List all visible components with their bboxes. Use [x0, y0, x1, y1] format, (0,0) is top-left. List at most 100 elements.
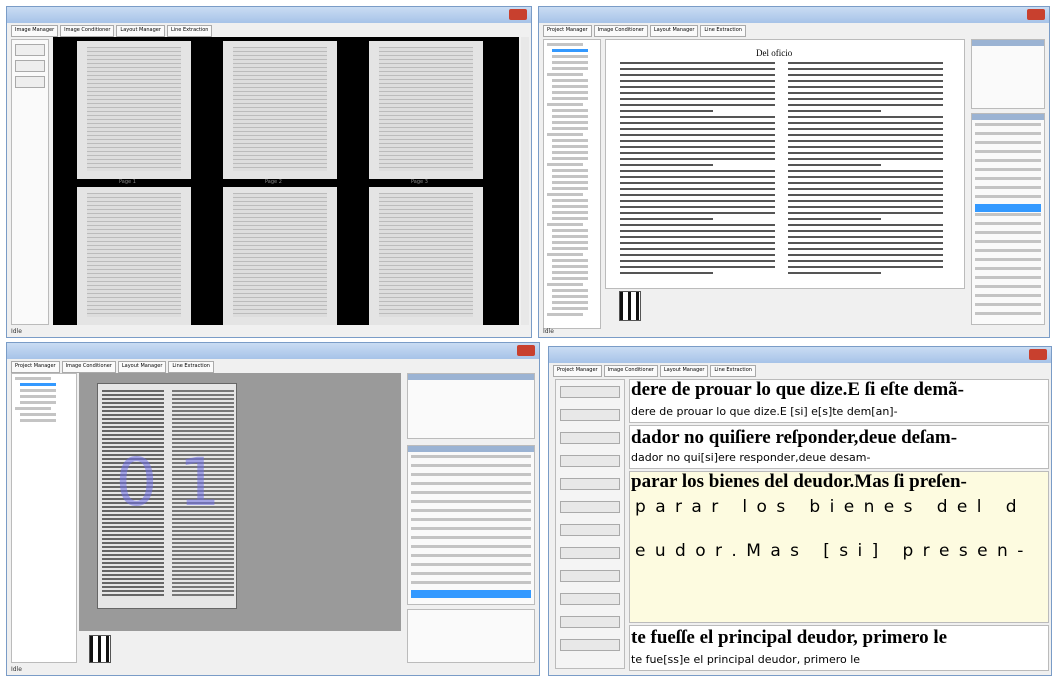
- tree-item[interactable]: [20, 413, 56, 416]
- tree-item[interactable]: [552, 109, 588, 112]
- tree-item[interactable]: [552, 241, 588, 244]
- tree-item[interactable]: [552, 199, 588, 202]
- list-item[interactable]: [975, 258, 1041, 261]
- tree-item[interactable]: [552, 67, 588, 70]
- tree-item[interactable]: [552, 145, 588, 148]
- tree-item[interactable]: [20, 395, 56, 398]
- tree-item[interactable]: [15, 377, 51, 380]
- list-item[interactable]: [975, 303, 1041, 306]
- list-item[interactable]: [411, 563, 531, 566]
- tree-item[interactable]: [552, 277, 588, 280]
- thumbnail[interactable]: [619, 291, 641, 321]
- button[interactable]: [560, 570, 620, 582]
- tree-item[interactable]: [547, 163, 583, 166]
- tab[interactable]: Layout Manager: [649, 25, 699, 37]
- tree-item[interactable]: [552, 175, 588, 178]
- tab[interactable]: Layout Manager: [117, 361, 167, 373]
- tab[interactable]: Image Conditioner: [60, 25, 115, 37]
- button[interactable]: [560, 409, 620, 421]
- thumbnail[interactable]: [89, 635, 111, 663]
- tree-item[interactable]: [547, 103, 583, 106]
- list-item[interactable]: [411, 473, 531, 476]
- tree-item[interactable]: [552, 271, 588, 274]
- list-item[interactable]: [411, 482, 531, 485]
- list-item[interactable]: [411, 464, 531, 467]
- close-button[interactable]: [509, 9, 527, 20]
- tree-item[interactable]: [552, 301, 588, 304]
- close-button[interactable]: [517, 345, 535, 356]
- list-item[interactable]: [975, 132, 1041, 135]
- tree-item[interactable]: [552, 289, 588, 292]
- tab[interactable]: Line Extraction: [166, 25, 213, 37]
- list-item[interactable]: [975, 249, 1041, 252]
- tree-item[interactable]: [552, 55, 588, 58]
- tab[interactable]: Project Manager: [543, 25, 592, 37]
- tab[interactable]: Image Conditioner: [61, 361, 116, 373]
- list-item[interactable]: [411, 455, 531, 458]
- list-item[interactable]: [411, 545, 531, 548]
- close-button[interactable]: [1029, 349, 1047, 360]
- tree-item[interactable]: [552, 181, 588, 184]
- tree-item[interactable]: [552, 259, 588, 262]
- transcription-line[interactable]: dere de prouar lo que dize.E [si] e[s]te…: [631, 405, 898, 418]
- tree-item[interactable]: [552, 115, 588, 118]
- tree-item[interactable]: [552, 49, 588, 52]
- list-item[interactable]: [411, 554, 531, 557]
- tree-view[interactable]: [543, 39, 601, 329]
- tree-view[interactable]: [11, 373, 77, 663]
- list-item[interactable]: [411, 518, 531, 521]
- list-item[interactable]: [975, 294, 1041, 297]
- button[interactable]: [560, 616, 620, 628]
- tree-item[interactable]: [547, 73, 583, 76]
- list-item[interactable]: [975, 177, 1041, 180]
- list-item[interactable]: [411, 581, 531, 584]
- tree-item[interactable]: [552, 79, 588, 82]
- tab[interactable]: Line Extraction: [700, 25, 746, 37]
- button[interactable]: [560, 639, 620, 651]
- tree-item[interactable]: [552, 139, 588, 142]
- tree-item[interactable]: [552, 217, 588, 220]
- tab[interactable]: Line Extraction: [168, 361, 214, 373]
- tree-item[interactable]: [552, 265, 588, 268]
- list-item[interactable]: [411, 536, 531, 539]
- tree-item[interactable]: [552, 157, 588, 160]
- scrollbar[interactable]: [521, 37, 529, 325]
- list-item[interactable]: [975, 276, 1041, 279]
- list-item[interactable]: [975, 231, 1041, 234]
- tree-item[interactable]: [552, 247, 588, 250]
- tree-item[interactable]: [20, 383, 56, 386]
- tab[interactable]: Image Conditioner: [603, 365, 658, 377]
- list-item[interactable]: [975, 195, 1041, 198]
- list-item[interactable]: [411, 509, 531, 512]
- tab[interactable]: Image Manager: [11, 25, 59, 37]
- tab[interactable]: Project Manager: [11, 361, 60, 373]
- tree-item[interactable]: [547, 193, 583, 196]
- button[interactable]: [15, 60, 45, 72]
- tab[interactable]: Layout Manager: [659, 365, 709, 377]
- transcription-line[interactable]: dador no qui[si]ere responder,deue desam…: [631, 451, 871, 464]
- button[interactable]: [560, 593, 620, 605]
- list-item[interactable]: [975, 213, 1041, 216]
- list-item[interactable]: [975, 222, 1041, 225]
- button[interactable]: [15, 76, 45, 88]
- list-item[interactable]: [975, 267, 1041, 270]
- button[interactable]: [15, 44, 45, 56]
- close-button[interactable]: [1027, 9, 1045, 20]
- tree-item[interactable]: [547, 253, 583, 256]
- tree-item[interactable]: [547, 313, 583, 316]
- list-item[interactable]: [411, 491, 531, 494]
- list-item[interactable]: [975, 168, 1041, 171]
- button[interactable]: [560, 547, 620, 559]
- button[interactable]: [560, 386, 620, 398]
- list-item[interactable]: [975, 312, 1041, 315]
- tree-item[interactable]: [552, 307, 588, 310]
- button[interactable]: [560, 524, 620, 536]
- list-item[interactable]: [411, 500, 531, 503]
- tab[interactable]: Line Extraction: [710, 365, 756, 377]
- tree-item[interactable]: [552, 121, 588, 124]
- list-item[interactable]: [975, 150, 1041, 153]
- tree-item[interactable]: [547, 133, 583, 136]
- tree-item[interactable]: [552, 169, 588, 172]
- tree-item[interactable]: [552, 187, 588, 190]
- tree-item[interactable]: [552, 85, 588, 88]
